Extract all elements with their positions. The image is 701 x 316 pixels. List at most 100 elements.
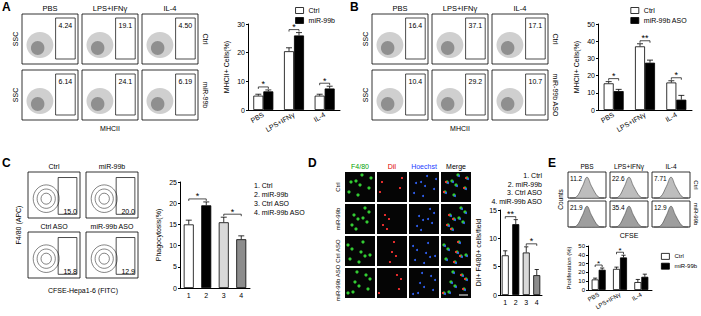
svg-text:4: 4 xyxy=(535,299,539,306)
svg-text:5: 5 xyxy=(493,263,497,270)
svg-text:*: * xyxy=(530,236,534,246)
svg-text:30: 30 xyxy=(587,55,595,62)
svg-text:0: 0 xyxy=(493,292,497,299)
svg-text:miR-99b: miR-99b xyxy=(309,17,336,24)
svg-text:10: 10 xyxy=(489,235,497,242)
svg-text:20: 20 xyxy=(237,49,245,56)
svg-text:miR-99b ASO: miR-99b ASO xyxy=(335,264,341,301)
svg-text:IL-4: IL-4 xyxy=(164,4,177,13)
svg-text:PBS: PBS xyxy=(249,111,265,124)
svg-text:1. Ctrl: 1. Ctrl xyxy=(523,172,542,179)
svg-text:*: * xyxy=(196,191,200,201)
svg-text:Counts: Counts xyxy=(557,188,564,209)
svg-text:4: 4 xyxy=(239,292,243,299)
svg-text:F4/80: F4/80 xyxy=(351,163,369,170)
svg-text:17.1: 17.1 xyxy=(529,22,543,29)
svg-text:PBS: PBS xyxy=(587,291,600,302)
svg-text:F4/80 (APC): F4/80 (APC) xyxy=(15,206,23,245)
svg-text:MHCII+ Cells(%): MHCII+ Cells(%) xyxy=(223,41,231,93)
svg-text:Ctrl ASO: Ctrl ASO xyxy=(335,239,341,263)
svg-text:3: 3 xyxy=(222,292,226,299)
svg-text:37.1: 37.1 xyxy=(469,22,483,29)
svg-text:4. miR-99b ASO: 4. miR-99b ASO xyxy=(491,198,542,205)
svg-text:40: 40 xyxy=(578,252,585,258)
svg-text:4.24: 4.24 xyxy=(59,22,73,29)
svg-text:2. miR-99b: 2. miR-99b xyxy=(508,181,542,188)
svg-text:Ctrl: Ctrl xyxy=(335,182,341,191)
svg-text:3: 3 xyxy=(524,299,528,306)
svg-text:SSC: SSC xyxy=(12,88,19,102)
svg-text:2: 2 xyxy=(514,299,518,306)
svg-text:miR-99b ASO: miR-99b ASO xyxy=(91,223,134,230)
svg-text:Ctrl: Ctrl xyxy=(309,7,320,14)
svg-text:*: * xyxy=(292,22,296,32)
svg-text:SSC: SSC xyxy=(12,32,19,46)
svg-text:24.1: 24.1 xyxy=(119,78,133,85)
svg-text:MHCII+ Cells(%): MHCII+ Cells(%) xyxy=(573,41,581,93)
svg-text:A: A xyxy=(2,0,11,14)
svg-text:**: ** xyxy=(641,33,649,43)
svg-text:*: * xyxy=(231,207,235,217)
svg-text:0: 0 xyxy=(591,107,595,114)
svg-text:3. Ctrl ASO: 3. Ctrl ASO xyxy=(254,200,290,207)
svg-text:IL-4: IL-4 xyxy=(312,111,326,123)
svg-text:IL-4: IL-4 xyxy=(514,4,527,13)
svg-text:B: B xyxy=(350,0,359,14)
svg-text:15.8: 15.8 xyxy=(63,268,77,275)
svg-text:30: 30 xyxy=(578,261,585,267)
svg-text:12.9: 12.9 xyxy=(654,204,667,211)
svg-text:Proliferation (%): Proliferation (%) xyxy=(566,246,572,289)
svg-text:10: 10 xyxy=(169,242,177,249)
svg-text:Ctrl: Ctrl xyxy=(674,253,683,259)
svg-text:4.50: 4.50 xyxy=(179,22,193,29)
svg-text:6.19: 6.19 xyxy=(179,78,193,85)
svg-text:15: 15 xyxy=(169,221,177,228)
svg-text:E: E xyxy=(548,156,556,170)
svg-text:*: * xyxy=(612,71,616,81)
svg-text:PBS: PBS xyxy=(580,163,594,170)
svg-text:11.2: 11.2 xyxy=(570,175,583,182)
svg-text:*: * xyxy=(597,259,600,268)
svg-text:20: 20 xyxy=(587,72,595,79)
svg-text:10.7: 10.7 xyxy=(529,78,543,85)
svg-text:*: * xyxy=(618,246,621,255)
svg-text:20.0: 20.0 xyxy=(121,208,135,215)
svg-text:10.4: 10.4 xyxy=(409,78,423,85)
svg-text:miR-99b: miR-99b xyxy=(674,263,697,269)
svg-text:miR-99b ASO: miR-99b ASO xyxy=(552,74,559,117)
svg-text:miR-99b: miR-99b xyxy=(202,82,209,109)
svg-text:16.4: 16.4 xyxy=(409,22,423,29)
svg-text:MHCII: MHCII xyxy=(450,125,470,132)
svg-text:PBS: PBS xyxy=(42,4,57,13)
svg-text:SSC: SSC xyxy=(362,32,369,46)
svg-text:*: * xyxy=(675,70,679,80)
svg-text:5: 5 xyxy=(173,263,177,270)
svg-text:40: 40 xyxy=(587,38,595,45)
svg-text:Hoechst: Hoechst xyxy=(411,163,437,170)
svg-text:IL-4: IL-4 xyxy=(631,291,644,302)
svg-text:50: 50 xyxy=(578,243,585,249)
svg-text:0: 0 xyxy=(241,107,245,114)
svg-text:CFSE: CFSE xyxy=(620,232,639,239)
svg-text:miR-99b ASO: miR-99b ASO xyxy=(644,17,687,24)
svg-text:10: 10 xyxy=(237,78,245,85)
svg-text:0: 0 xyxy=(582,287,586,293)
svg-text:21.9: 21.9 xyxy=(570,204,583,211)
svg-text:LPS+IFNγ: LPS+IFNγ xyxy=(93,4,128,13)
svg-text:*: * xyxy=(323,76,327,86)
svg-text:miR-99b: miR-99b xyxy=(335,207,341,230)
svg-text:D: D xyxy=(308,156,317,170)
svg-text:12.9: 12.9 xyxy=(121,268,135,275)
svg-text:LPS+IFNγ: LPS+IFNγ xyxy=(443,4,478,13)
svg-text:6.14: 6.14 xyxy=(59,78,73,85)
svg-text:Ctrl ASO: Ctrl ASO xyxy=(40,223,68,230)
svg-text:10: 10 xyxy=(587,89,595,96)
svg-text:1: 1 xyxy=(187,292,191,299)
svg-text:2. miR-99b: 2. miR-99b xyxy=(254,191,288,198)
svg-text:20: 20 xyxy=(578,269,585,275)
svg-text:30: 30 xyxy=(237,21,245,28)
svg-text:IL-4: IL-4 xyxy=(664,111,678,123)
svg-text:20: 20 xyxy=(169,200,177,207)
svg-text:1. Ctrl: 1. Ctrl xyxy=(254,182,273,189)
svg-text:CFSE-Hepa1-6 (FITC): CFSE-Hepa1-6 (FITC) xyxy=(48,287,118,295)
